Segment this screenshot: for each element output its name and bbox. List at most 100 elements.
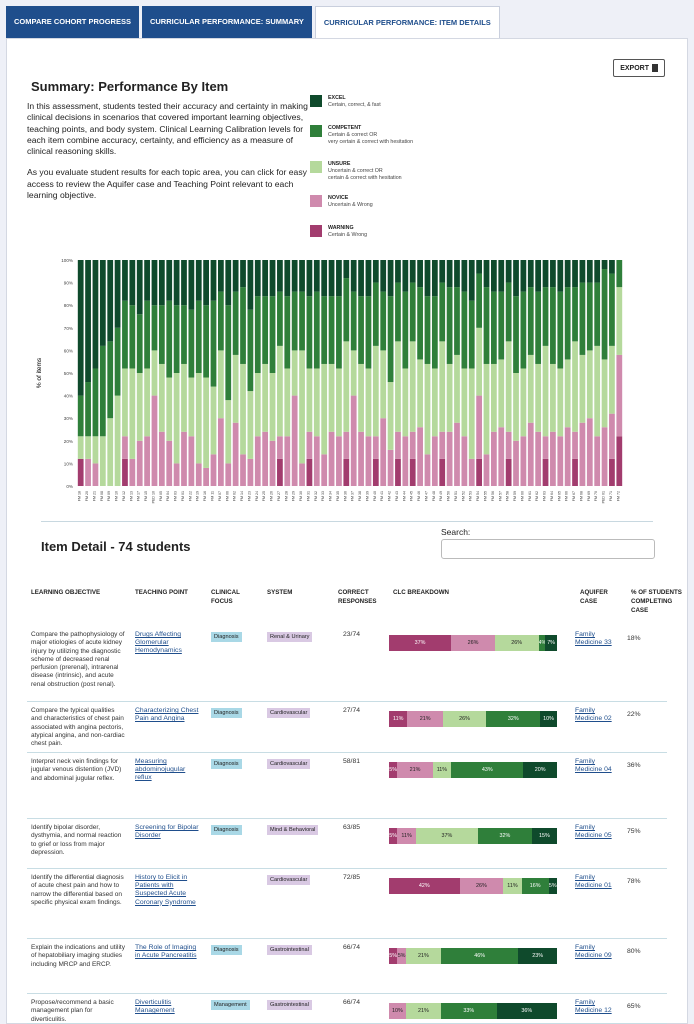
aquifer-case-link[interactable]: Family Medicine 01 — [575, 874, 612, 890]
bar-segment-novice[interactable] — [328, 431, 335, 486]
clc-segment[interactable]: 5% — [389, 762, 398, 778]
bar-segment-novice[interactable] — [151, 395, 158, 486]
bar-segment-excel[interactable] — [195, 260, 202, 301]
bar-segment-novice[interactable] — [454, 422, 460, 486]
bar-segment-novice[interactable] — [306, 431, 313, 459]
bar-segment-unsure[interactable] — [188, 377, 195, 437]
bar-segment-competent[interactable] — [513, 296, 519, 373]
bar-segment-warning[interactable] — [77, 458, 84, 486]
column-header-clc-breakdown[interactable]: CLC BREAKDOWN — [393, 589, 450, 596]
bar-segment-competent[interactable] — [616, 260, 623, 288]
bar-segment-unsure[interactable] — [291, 350, 298, 396]
bar-segment-competent[interactable] — [254, 296, 261, 373]
bar-segment-competent[interactable] — [328, 296, 335, 364]
bar-segment-novice[interactable] — [468, 458, 475, 486]
bar-segment-competent[interactable] — [579, 282, 586, 355]
bar-segment-competent[interactable] — [601, 269, 608, 360]
bar-segment-excel[interactable] — [306, 260, 313, 297]
bar-segment-excel[interactable] — [601, 260, 608, 270]
bar-segment-unsure[interactable] — [247, 391, 254, 459]
bar-segment-excel[interactable] — [151, 260, 158, 306]
bar-segment-unsure[interactable] — [491, 363, 497, 432]
bar-segment-unsure[interactable] — [579, 354, 586, 423]
clc-segment[interactable]: 26% — [451, 635, 495, 651]
bar-segment-competent[interactable] — [387, 296, 394, 383]
bar-segment-novice[interactable] — [218, 418, 224, 486]
bar-segment-excel[interactable] — [85, 260, 91, 383]
bar-segment-excel[interactable] — [122, 260, 128, 301]
bar-segment-competent[interactable] — [372, 282, 379, 346]
clc-segment[interactable]: 5% — [548, 878, 557, 894]
bar-segment-excel[interactable] — [232, 260, 239, 292]
bar-segment-unsure[interactable] — [395, 341, 401, 432]
bar-segment-competent[interactable] — [550, 287, 556, 364]
bar-segment-competent[interactable] — [195, 300, 202, 373]
bar-segment-excel[interactable] — [557, 260, 564, 292]
bar-segment-novice[interactable] — [579, 422, 586, 486]
bar-segment-unsure[interactable] — [550, 363, 556, 432]
bar-segment-competent[interactable] — [343, 278, 350, 342]
bar-segment-novice[interactable] — [225, 463, 232, 486]
bar-segment-competent[interactable] — [203, 305, 209, 378]
bar-segment-unsure[interactable] — [572, 341, 578, 432]
clc-segment[interactable]: 26% — [459, 878, 504, 894]
bar-segment-competent[interactable] — [240, 287, 246, 364]
clc-segment[interactable]: 5% — [389, 948, 398, 964]
bar-segment-unsure[interactable] — [409, 341, 416, 432]
bar-segment-unsure[interactable] — [232, 354, 239, 423]
bar-segment-unsure[interactable] — [158, 363, 165, 432]
bar-segment-novice[interactable] — [85, 458, 91, 486]
bar-segment-excel[interactable] — [520, 260, 527, 292]
bar-segment-novice[interactable] — [173, 463, 180, 486]
bar-segment-excel[interactable] — [365, 260, 372, 297]
clc-segment[interactable]: 11% — [389, 711, 408, 727]
bar-segment-novice[interactable] — [513, 440, 519, 486]
bar-segment-unsure[interactable] — [99, 436, 106, 486]
bar-segment-novice[interactable] — [122, 436, 128, 459]
bar-segment-unsure[interactable] — [520, 368, 527, 437]
bar-segment-novice[interactable] — [402, 436, 409, 486]
clc-segment[interactable]: 23% — [518, 948, 557, 964]
bar-segment-unsure[interactable] — [306, 368, 313, 432]
bar-segment-competent[interactable] — [402, 291, 409, 369]
bar-segment-unsure[interactable] — [122, 368, 128, 437]
bar-segment-excel[interactable] — [417, 260, 423, 288]
bar-segment-competent[interactable] — [247, 309, 254, 392]
bar-segment-excel[interactable] — [203, 260, 209, 306]
bar-segment-novice[interactable] — [395, 431, 401, 459]
column-header-system[interactable]: SYSTEM — [267, 589, 293, 596]
clc-segment[interactable]: 37% — [389, 635, 452, 651]
bar-segment-novice[interactable] — [269, 440, 276, 486]
bar-segment-excel[interactable] — [136, 260, 143, 315]
bar-segment-unsure[interactable] — [387, 382, 394, 450]
bar-segment-competent[interactable] — [476, 273, 482, 328]
bar-segment-unsure[interactable] — [402, 368, 409, 437]
bar-segment-excel[interactable] — [328, 260, 335, 297]
export-button[interactable]: EXPORT — [613, 59, 665, 77]
bar-segment-unsure[interactable] — [277, 345, 283, 437]
bar-segment-novice[interactable] — [535, 431, 542, 486]
bar-segment-competent[interactable] — [232, 291, 239, 355]
bar-segment-unsure[interactable] — [144, 368, 150, 437]
bar-segment-competent[interactable] — [277, 291, 283, 346]
bar-segment-excel[interactable] — [372, 260, 379, 283]
bar-segment-unsure[interactable] — [535, 363, 542, 432]
clc-segment[interactable]: 43% — [451, 762, 524, 778]
bar-segment-excel[interactable] — [247, 260, 254, 310]
bar-segment-unsure[interactable] — [328, 363, 335, 432]
bar-segment-competent[interactable] — [158, 305, 165, 364]
teaching-point-link[interactable]: The Role of Imaging in Acute Pancreatiti… — [135, 944, 197, 960]
bar-segment-unsure[interactable] — [262, 363, 269, 432]
bar-segment-unsure[interactable] — [446, 363, 453, 432]
bar-segment-unsure[interactable] — [380, 350, 387, 419]
bar-segment-competent[interactable] — [431, 296, 438, 369]
bar-segment-novice[interactable] — [483, 454, 490, 486]
bar-segment-novice[interactable] — [417, 427, 423, 486]
bar-segment-novice[interactable] — [136, 440, 143, 486]
teaching-point-link[interactable]: History to Elicit in Patients with Suspe… — [135, 874, 196, 906]
bar-segment-competent[interactable] — [122, 300, 128, 369]
bar-segment-unsure[interactable] — [527, 354, 534, 423]
bar-segment-competent[interactable] — [557, 291, 564, 369]
clc-segment[interactable]: 15% — [531, 828, 557, 844]
bar-segment-novice[interactable] — [254, 436, 261, 486]
